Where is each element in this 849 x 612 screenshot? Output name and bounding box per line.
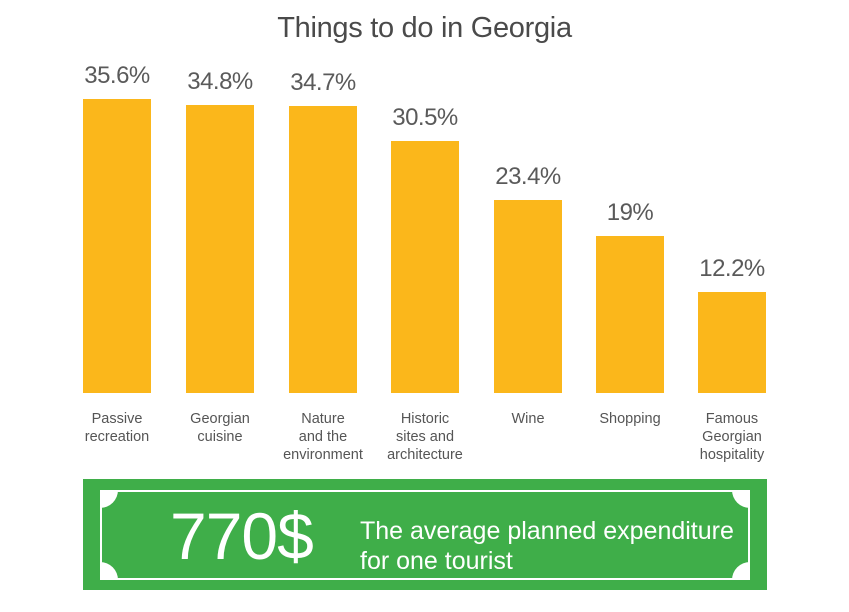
bar-wine xyxy=(494,200,562,393)
bar-georgian-cuisine xyxy=(186,105,254,393)
category-label: Nature and the environment xyxy=(283,411,363,463)
bar-hospitality xyxy=(698,292,766,393)
value-label: 34.8% xyxy=(187,68,253,95)
expenditure-description: The average planned expenditure for one … xyxy=(360,517,734,575)
bar-passive-recreation xyxy=(83,99,151,393)
category-label: Famous Georgian hospitality xyxy=(699,411,765,463)
category-label: Georgian cuisine xyxy=(190,411,250,445)
frame-corner xyxy=(732,562,750,580)
frame-corner xyxy=(100,562,118,580)
value-label: 30.5% xyxy=(392,104,458,131)
frame-corner xyxy=(100,490,118,508)
category-label: Wine xyxy=(511,411,545,427)
value-label: 12.2% xyxy=(699,255,765,282)
bar-nature xyxy=(289,106,357,393)
banner-frame: 770$ The average planned expenditure for… xyxy=(100,490,750,580)
value-label: 23.4% xyxy=(495,163,561,190)
value-label: 19% xyxy=(606,199,654,226)
category-label: Shopping xyxy=(599,411,661,427)
bar-historic-sites xyxy=(391,141,459,393)
category-label: Passive recreation xyxy=(84,411,150,445)
frame-corner xyxy=(732,490,750,508)
value-label: 35.6% xyxy=(84,62,150,89)
value-label: 34.7% xyxy=(290,69,356,96)
chart-title: Things to do in Georgia xyxy=(277,12,572,44)
expenditure-banner: 770$ The average planned expenditure for… xyxy=(83,479,767,590)
category-label: Historic sites and architecture xyxy=(387,411,463,463)
expenditure-amount: 770$ xyxy=(170,499,314,573)
bar-shopping xyxy=(596,236,664,393)
